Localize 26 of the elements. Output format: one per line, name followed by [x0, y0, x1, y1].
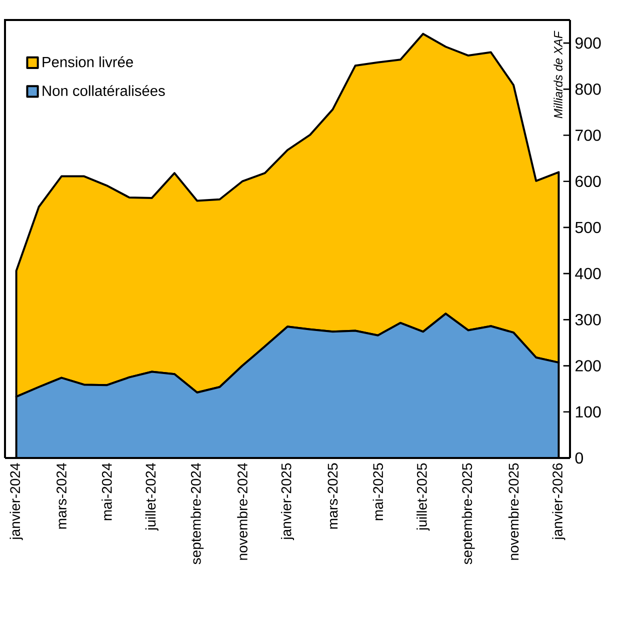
y-tick-label: 300 [575, 314, 601, 326]
x-tick-label: mai-2025 [372, 463, 384, 520]
y-tick-label: 200 [576, 360, 601, 372]
y-tick-label: 400 [575, 268, 601, 280]
y-tick-label: 600 [576, 176, 601, 188]
x-tick-label: novembre-2024 [237, 463, 248, 560]
x-tick-label: novembre-2025 [508, 463, 519, 560]
y-tick-label: 700 [576, 130, 601, 141]
y-tick-label: 100 [576, 406, 601, 418]
y-axis-title: Milliards de XAF [554, 30, 562, 118]
legend-label: Pension livrée [42, 56, 133, 68]
x-tick-label: septembre-2024 [190, 463, 204, 564]
x-tick-label: juillet-2024 [145, 463, 158, 531]
x-tick-label: janvier-2024 [10, 463, 23, 540]
x-tick-label: mars-2025 [328, 463, 338, 529]
y-tick-label: 500 [575, 222, 601, 234]
y-tick-label: 0 [575, 452, 583, 464]
x-tick-label: mai-2024 [102, 463, 112, 520]
x-tick-label: mars-2024 [56, 463, 66, 529]
y-tick-label: 900 [575, 37, 601, 49]
y-tick-label: 800 [575, 84, 601, 95]
x-tick-label: janvier-2026 [552, 463, 566, 540]
x-tick-label: septembre-2025 [462, 463, 475, 564]
x-tick-label: janvier-2025 [280, 463, 294, 540]
x-tick-label: juillet-2025 [416, 463, 430, 531]
legend-label: Non collatéralisées [42, 85, 165, 96]
